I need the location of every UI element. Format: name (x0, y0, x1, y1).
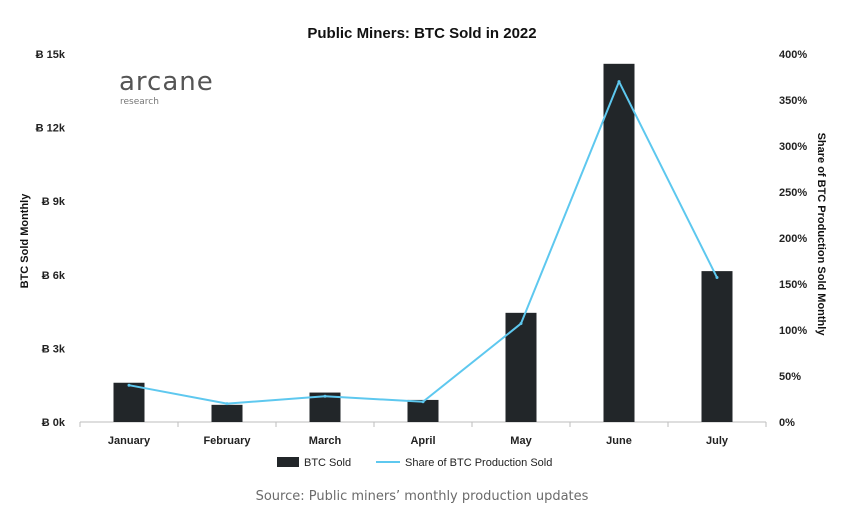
right-tick-label: 150% (779, 279, 807, 291)
x-tick-label: January (108, 435, 151, 447)
left-axis-ticks: Ƀ 0k Ƀ 3k Ƀ 6k Ƀ 9k Ƀ 12k Ƀ 15k (36, 49, 66, 429)
x-tick-label: June (606, 435, 632, 447)
bar (505, 312, 537, 422)
bar (407, 399, 439, 422)
line-point (421, 400, 425, 404)
left-tick-label: Ƀ 9k (42, 196, 66, 208)
bar (113, 382, 145, 422)
line-point (519, 322, 523, 326)
source-note: Source: Public miners’ monthly productio… (256, 489, 589, 504)
line-point (323, 394, 327, 398)
bar-series (113, 63, 733, 423)
right-tick-label: 250% (779, 187, 807, 199)
line-point (225, 402, 229, 406)
bar (701, 271, 733, 422)
x-tick-label: April (410, 435, 435, 447)
legend-bar-swatch (277, 457, 299, 467)
legend-bar-label: BTC Sold (304, 457, 351, 469)
left-tick-label: Ƀ 6k (42, 270, 66, 282)
legend-line-label: Share of BTC Production Sold (405, 457, 552, 469)
right-tick-label: 350% (779, 95, 807, 107)
line-point (127, 383, 131, 387)
logo-name: arcane (119, 67, 214, 97)
legend: BTC Sold Share of BTC Production Sold (277, 457, 552, 469)
x-tick-label: July (706, 435, 729, 447)
right-tick-label: 100% (779, 325, 807, 337)
line-point (617, 80, 621, 84)
right-tick-label: 400% (779, 49, 807, 61)
x-tick-label: May (510, 435, 532, 447)
left-tick-label: Ƀ 15k (36, 49, 66, 61)
right-tick-label: 200% (779, 233, 807, 245)
left-tick-label: Ƀ 0k (42, 417, 66, 429)
x-tick-label: March (309, 435, 342, 447)
line-point (715, 276, 719, 280)
right-tick-label: 300% (779, 141, 807, 153)
bar (211, 404, 243, 422)
left-tick-label: Ƀ 12k (36, 123, 66, 135)
x-axis-tick-marks (79, 422, 767, 427)
right-tick-label: 50% (779, 371, 801, 383)
logo: arcane research (119, 67, 214, 107)
bar (603, 63, 635, 423)
logo-sub: research (120, 97, 159, 107)
left-tick-label: Ƀ 3k (42, 343, 66, 355)
right-tick-label: 0% (779, 417, 795, 429)
left-axis-title: BTC Sold Monthly (19, 193, 31, 289)
x-axis-labels: January February March April May June July (108, 435, 729, 447)
chart-title: Public Miners: BTC Sold in 2022 (307, 25, 536, 42)
line-series (127, 80, 719, 406)
x-tick-label: February (203, 435, 251, 447)
right-axis-title: Share of BTC Production Sold Monthly (815, 133, 827, 337)
right-axis-ticks: 0% 50% 100% 150% 200% 250% 300% 350% 400% (779, 49, 807, 429)
